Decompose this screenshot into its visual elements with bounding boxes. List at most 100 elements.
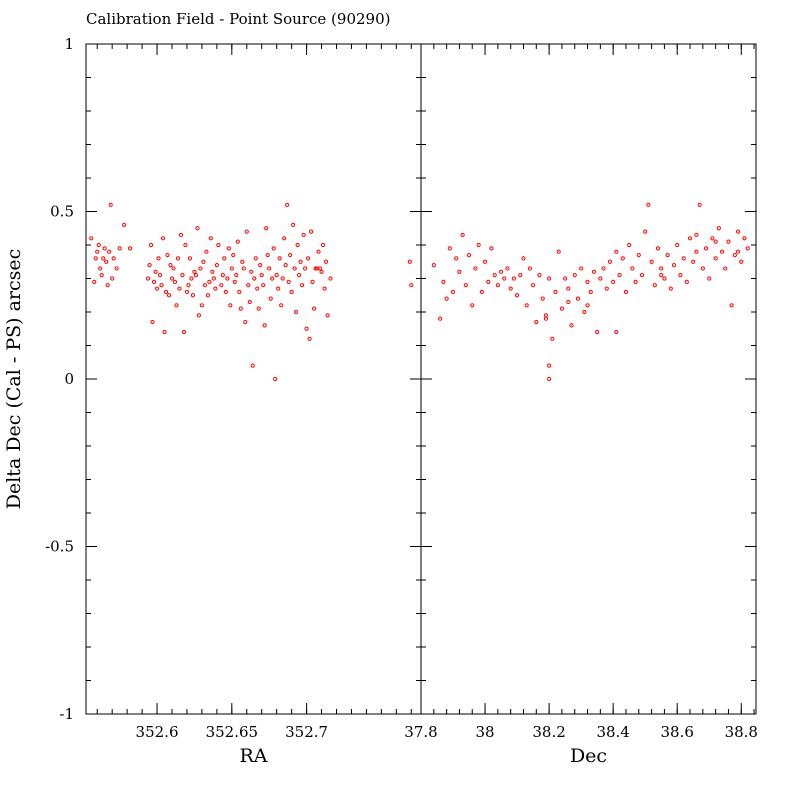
data-point [235, 239, 240, 244]
data-point [735, 229, 741, 234]
data-point [216, 242, 221, 248]
data-point [96, 242, 101, 248]
data-point [210, 269, 215, 274]
data-point [181, 330, 187, 335]
data-point [201, 259, 206, 264]
data-point [213, 286, 218, 291]
data-point [697, 202, 702, 207]
data-point [190, 293, 196, 298]
data-point [505, 266, 510, 271]
data-point [537, 273, 542, 278]
data-point [482, 259, 488, 264]
x-axis-label: RA [239, 745, 267, 767]
data-point [147, 263, 152, 268]
data-point [547, 276, 552, 281]
data-point [310, 279, 315, 284]
data-point [636, 252, 641, 258]
data-point [595, 330, 600, 335]
data-point [671, 263, 677, 268]
data-point [307, 336, 312, 341]
data-point [473, 266, 478, 271]
data-point [582, 309, 587, 315]
data-point [572, 273, 577, 278]
data-point [110, 276, 115, 281]
data-point [148, 242, 154, 248]
data-point [317, 266, 323, 271]
data-point [591, 269, 597, 274]
data-point [649, 259, 654, 264]
data-point [514, 293, 520, 298]
data-point [104, 259, 109, 264]
data-point [168, 263, 173, 268]
data-point [163, 289, 169, 294]
data-point [214, 263, 219, 268]
data-point [291, 222, 296, 227]
data-point [89, 236, 94, 241]
data-point [267, 266, 272, 271]
data-point [450, 289, 456, 294]
data-point [444, 296, 449, 301]
data-point [171, 266, 176, 271]
data-point [716, 226, 721, 231]
data-point [288, 252, 293, 258]
data-point [294, 309, 299, 315]
data-point [691, 259, 696, 264]
data-point [563, 276, 568, 281]
data-point [304, 326, 309, 331]
data-point [253, 256, 258, 261]
x-tick-label: 38.4 [596, 723, 629, 741]
data-point [238, 306, 243, 311]
data-point [232, 279, 237, 284]
data-point [633, 279, 638, 284]
data-point [646, 202, 651, 207]
data-point [447, 246, 452, 251]
data-point [707, 276, 712, 281]
data-point [703, 246, 709, 251]
data-point [282, 236, 287, 241]
data-point [151, 279, 157, 284]
data-point [162, 330, 167, 335]
data-point [270, 276, 275, 281]
data-point [220, 273, 225, 278]
data-point [219, 283, 224, 288]
data-point [279, 303, 284, 308]
data-point [271, 246, 276, 251]
data-point [259, 273, 264, 278]
data-point [172, 279, 178, 284]
data-point [289, 289, 294, 294]
data-point [438, 316, 443, 321]
data-point [166, 293, 172, 298]
data-point [479, 289, 484, 294]
data-point [585, 279, 590, 284]
data-point [409, 283, 414, 288]
data-point [211, 276, 216, 281]
data-point [111, 256, 116, 261]
data-point [470, 303, 475, 308]
data-point [154, 286, 160, 291]
x-tick-label: 37.8 [404, 723, 437, 741]
data-point [540, 296, 545, 301]
data-point [524, 303, 529, 308]
data-point [489, 246, 494, 251]
panel-frame [420, 43, 757, 715]
chart-title: Calibration Field - Point Source (90290) [86, 10, 390, 28]
data-point [226, 246, 231, 251]
x-axis-label: Dec [570, 745, 607, 767]
data-point [280, 276, 285, 281]
data-point [598, 276, 603, 281]
data-point [739, 259, 744, 264]
data-point [308, 229, 314, 234]
data-point [229, 266, 234, 271]
data-point [207, 279, 212, 284]
data-point [256, 306, 261, 311]
y-axis-label: Delta Dec (Cal - PS) arcsec [3, 249, 25, 510]
data-point [700, 266, 705, 271]
data-point [177, 286, 182, 291]
data-point [627, 242, 632, 248]
data-point [105, 283, 110, 288]
data-point [460, 232, 465, 238]
data-point [518, 273, 523, 278]
data-point [495, 283, 500, 288]
data-point [639, 273, 645, 278]
